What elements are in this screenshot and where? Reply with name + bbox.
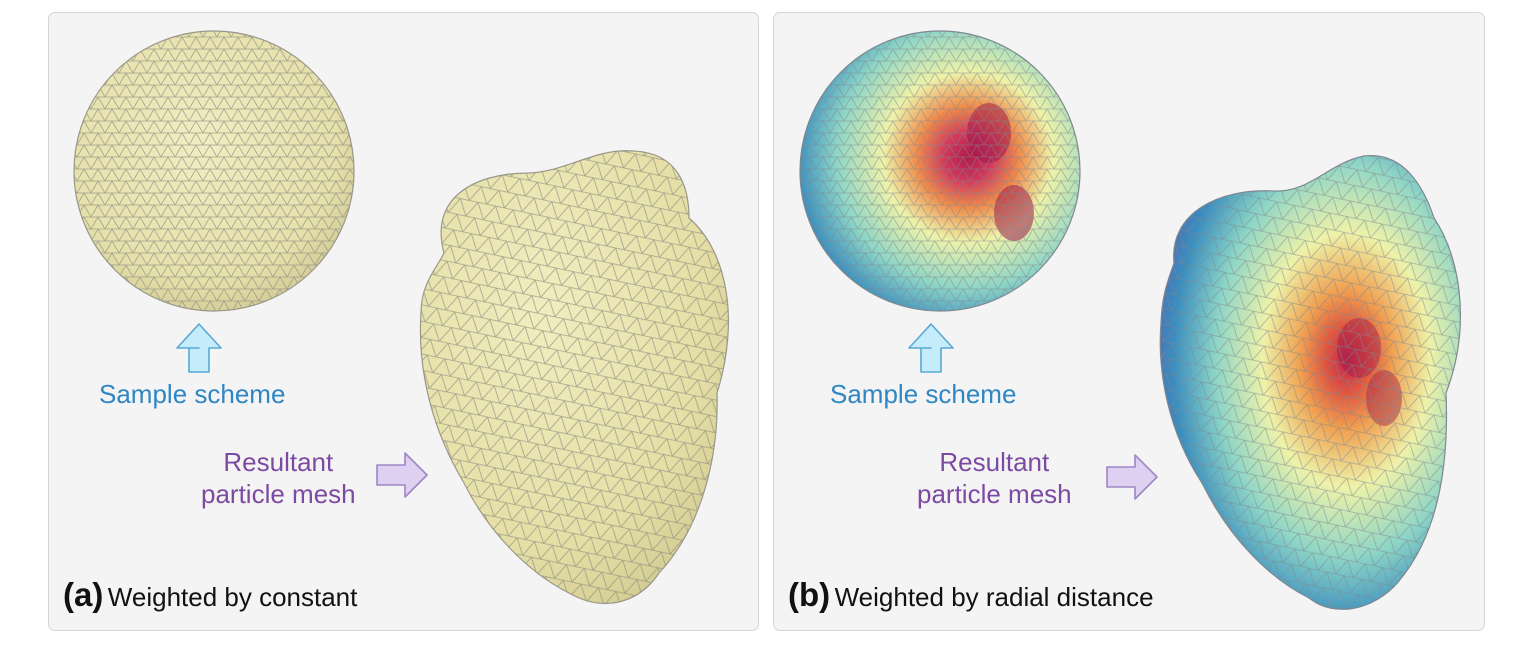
resultant-mesh-label: Resultant particle mesh — [917, 446, 1072, 510]
panel-a-caption: (a) Weighted by constant — [63, 576, 357, 614]
panel-b-caption-text: Weighted by radial distance — [834, 582, 1154, 612]
panel-a-illustration — [73, 30, 730, 604]
resultant-mesh — [419, 150, 730, 604]
panel-b-tag: (b) — [788, 576, 831, 613]
right-arrow-icon — [1106, 454, 1158, 500]
right-arrow-icon — [376, 452, 428, 498]
resultant-label-line2: particle mesh — [201, 479, 356, 509]
resultant-label-line1: Resultant — [223, 447, 334, 477]
sample-scheme-label: Sample scheme — [830, 379, 1017, 409]
sample-sphere — [799, 30, 1081, 312]
panel-b-illustration — [799, 30, 1461, 610]
sample-sphere — [73, 30, 355, 312]
up-arrow-icon — [908, 323, 954, 373]
resultant-label-line2: particle mesh — [917, 479, 1072, 509]
panel-a-caption-text: Weighted by constant — [107, 582, 358, 612]
panel-a: Sample scheme Resultant particle mesh (a… — [48, 12, 759, 631]
resultant-mesh-label: Resultant particle mesh — [201, 446, 356, 510]
sample-scheme-label: Sample scheme — [99, 379, 286, 409]
up-arrow-icon — [176, 323, 222, 373]
panel-b: Sample scheme Resultant particle mesh (b… — [773, 12, 1485, 631]
resultant-label-line1: Resultant — [939, 447, 1050, 477]
panel-b-caption: (b) Weighted by radial distance — [788, 576, 1154, 614]
resultant-mesh — [1159, 155, 1461, 610]
panel-a-tag: (a) — [63, 576, 104, 613]
